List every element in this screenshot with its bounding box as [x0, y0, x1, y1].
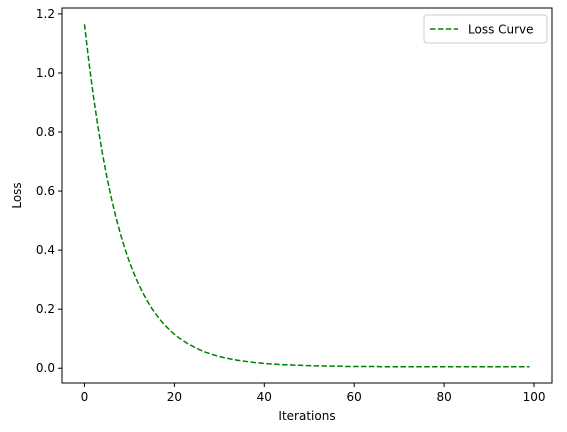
series-line-loss-curve	[83, 24, 530, 368]
y-tick-label: 1.0	[36, 66, 55, 80]
x-tick-label: 40	[257, 390, 272, 404]
legend: Loss Curve	[423, 14, 548, 44]
legend-label-loss-curve: Loss Curve	[468, 23, 534, 37]
y-tick-label: 0.6	[36, 184, 55, 198]
x-tick-label: 100	[523, 390, 546, 404]
x-axis-ticks: 0 20 40 60 80 100	[81, 383, 546, 404]
series-layer	[83, 24, 530, 368]
y-tick-label: 1.2	[36, 7, 55, 21]
y-tick-label: 0.0	[36, 361, 55, 375]
legend-box	[423, 14, 548, 44]
y-tick-label: 0.2	[36, 302, 55, 316]
y-tick-label: 0.8	[36, 125, 55, 139]
x-tick-label: 60	[347, 390, 362, 404]
y-axis-label: Loss	[10, 182, 24, 208]
x-axis-label: Iterations	[278, 409, 335, 423]
y-tick-label: 0.4	[36, 243, 55, 257]
x-tick-label: 20	[167, 390, 182, 404]
y-axis-ticks: 0.0 0.2 0.4 0.6 0.8 1.0 1.2	[36, 7, 62, 375]
x-tick-label: 80	[436, 390, 451, 404]
plot-area-frame	[61, 7, 553, 384]
x-tick-label: 0	[81, 390, 89, 404]
